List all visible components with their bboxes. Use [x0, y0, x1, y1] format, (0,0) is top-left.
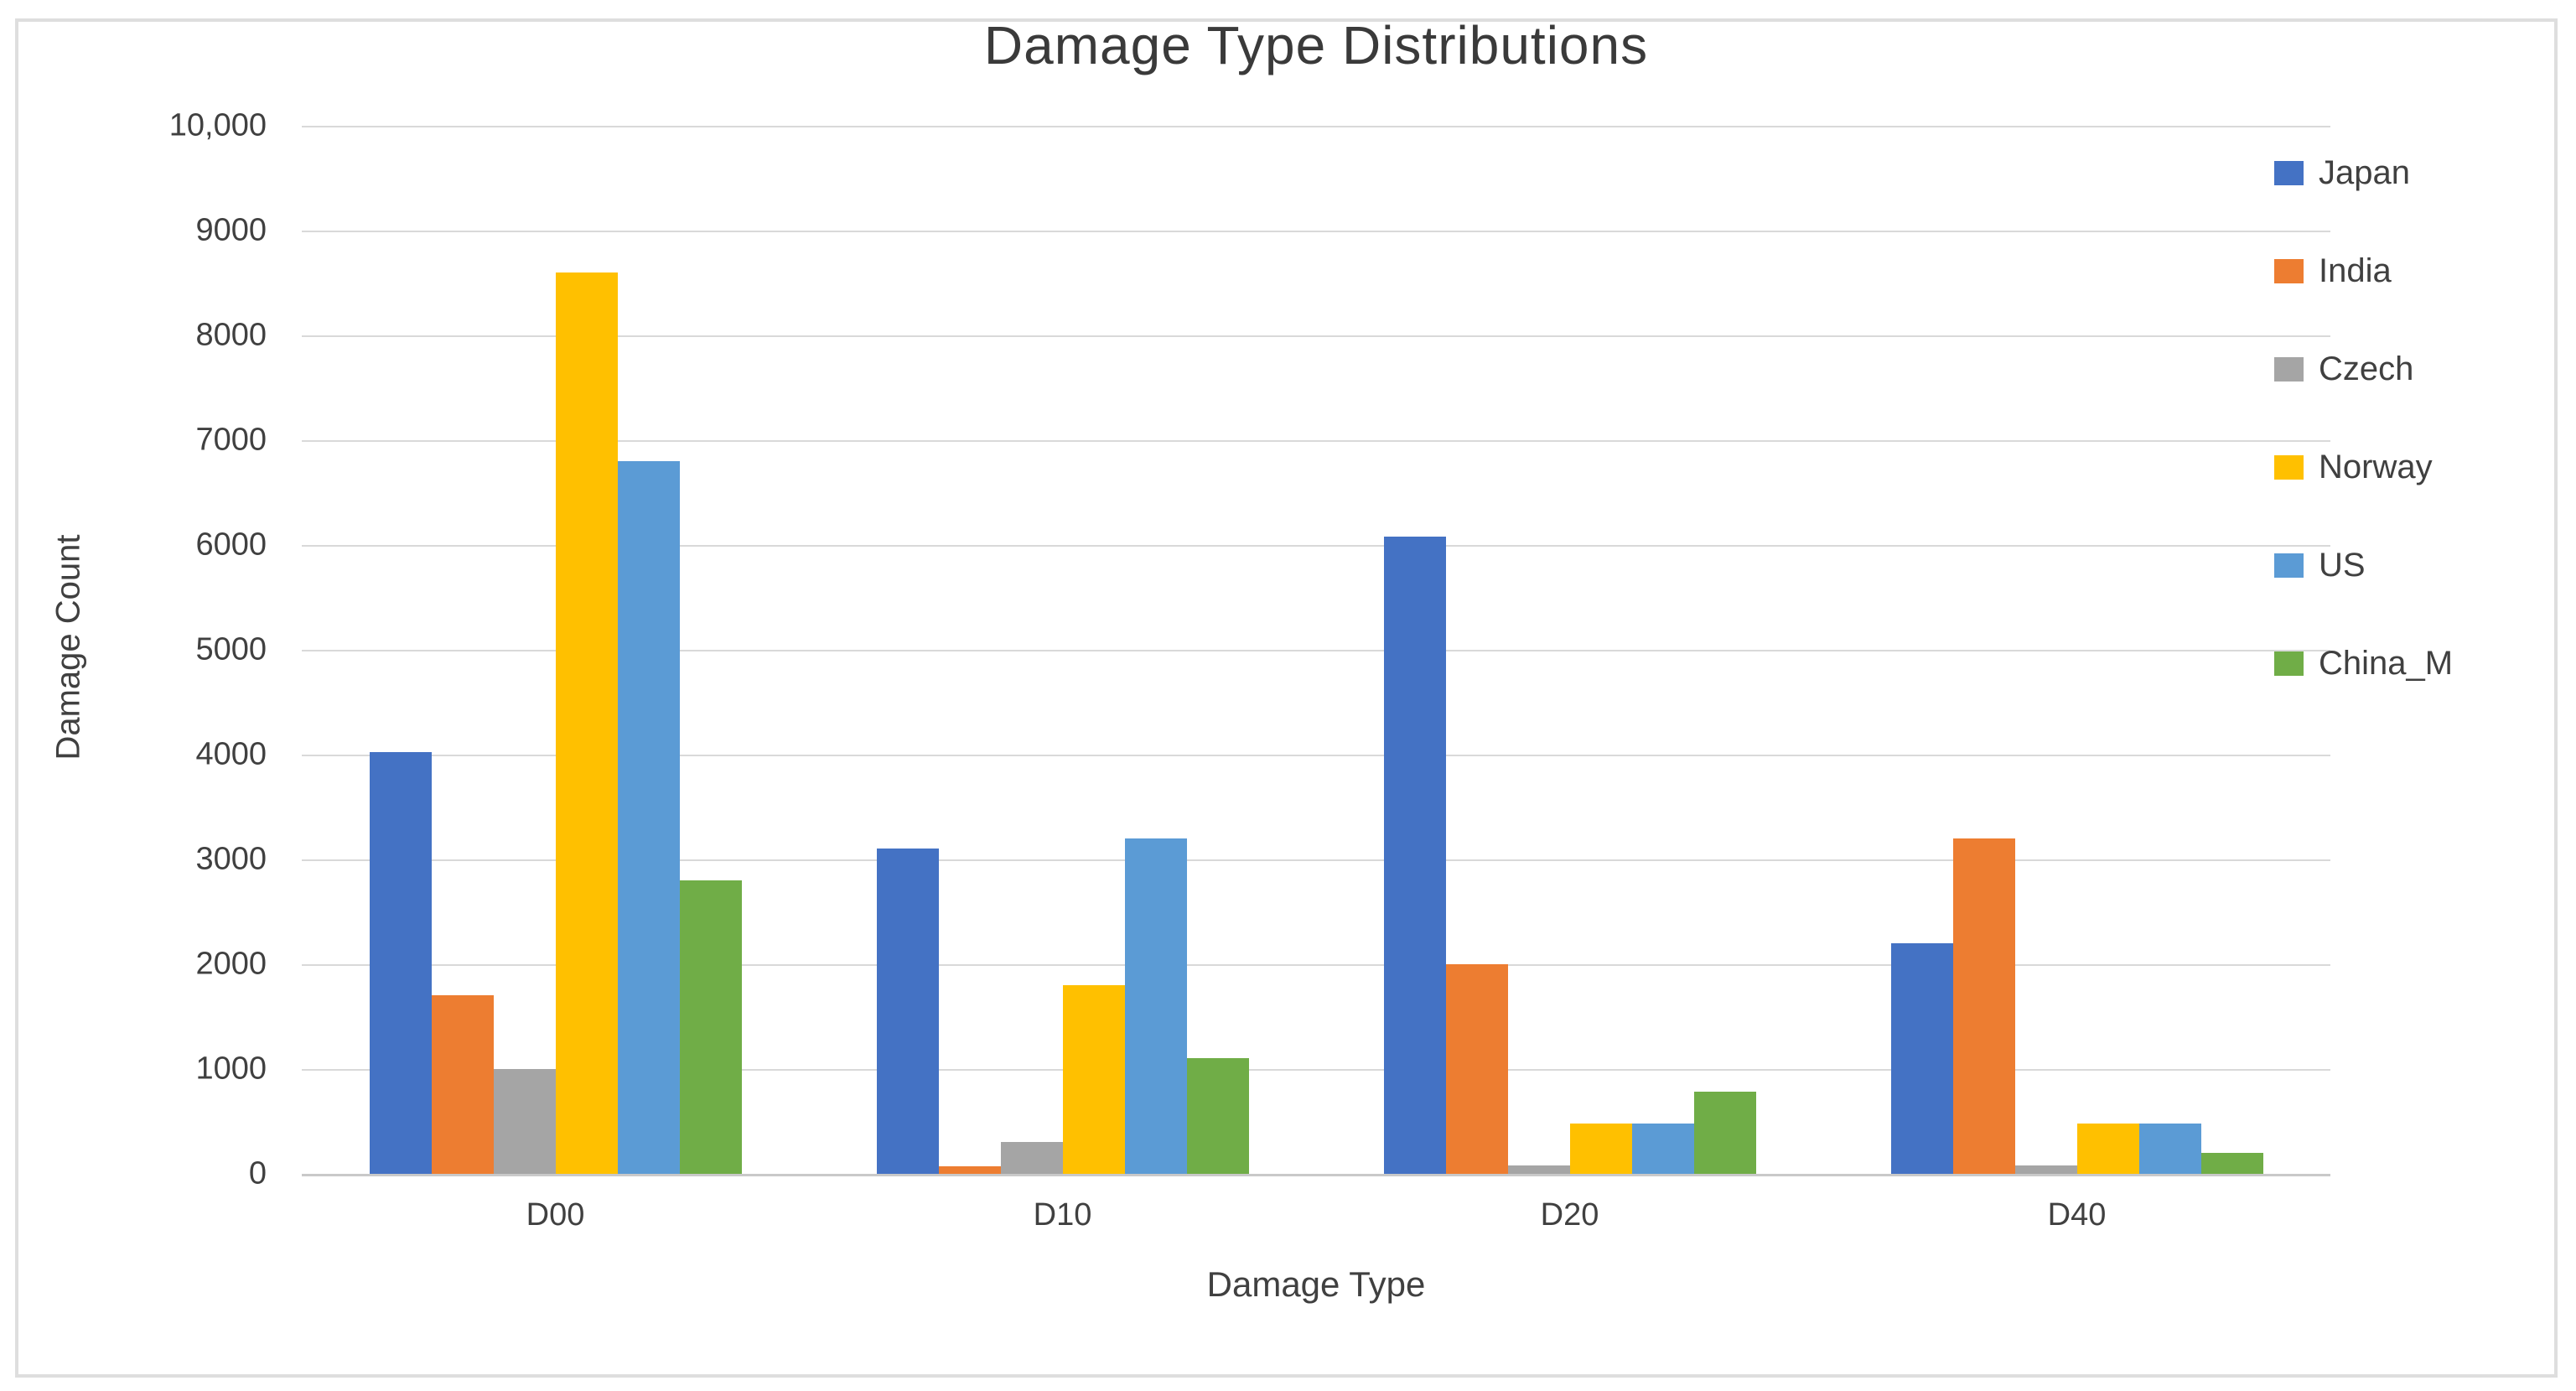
- bar-Czech-D40: [2014, 1165, 2077, 1174]
- y-tick-label: 4000: [195, 736, 267, 772]
- y-tick-label: 10,000: [168, 107, 267, 143]
- bar-Czech-D00: [493, 1069, 556, 1174]
- y-tick-label: 2000: [195, 946, 267, 982]
- legend-item-US: US: [2274, 516, 2453, 615]
- legend-swatch-icon: [2274, 651, 2304, 676]
- legend-label: India: [2319, 252, 2392, 289]
- y-tick-label: 6000: [195, 527, 267, 563]
- x-tick-label-D00: D00: [526, 1197, 585, 1233]
- horizontal-gridline: [302, 545, 2330, 547]
- bar-India-D20: [1445, 964, 1508, 1174]
- bar-Japan-D20: [1383, 537, 1446, 1174]
- y-tick-label: 5000: [195, 631, 267, 667]
- bar-Japan-D10: [876, 849, 939, 1174]
- horizontal-gridline: [302, 440, 2330, 442]
- bar-Norway-D00: [555, 272, 618, 1174]
- horizontal-gridline: [302, 964, 2330, 966]
- bar-China_M-D40: [2200, 1153, 2263, 1174]
- legend-swatch-icon: [2274, 357, 2304, 381]
- legend: Japan India Czech Norway US China_M: [2274, 124, 2453, 713]
- legend-swatch-icon: [2274, 259, 2304, 283]
- bar-group-D10: [809, 126, 1316, 1174]
- bar-group-D20: [1316, 126, 1823, 1174]
- x-axis-title: Damage Type: [1206, 1264, 1426, 1304]
- x-tick-label-D40: D40: [2047, 1197, 2107, 1233]
- legend-label: Czech: [2319, 350, 2414, 387]
- bar-US-D40: [2138, 1124, 2201, 1174]
- y-tick-label: 9000: [195, 212, 267, 248]
- x-tick-label-D10: D10: [1033, 1197, 1092, 1233]
- bar-Japan-D40: [1890, 943, 1953, 1174]
- bar-group-D40: [1823, 126, 2330, 1174]
- horizontal-gridline: [302, 755, 2330, 756]
- bar-US-D00: [617, 461, 680, 1174]
- bar-China_M-D20: [1693, 1092, 1756, 1174]
- bar-India-D00: [431, 995, 494, 1174]
- horizontal-gridline: [302, 126, 2330, 127]
- x-axis-category-labels: D00 D10 D20 D40: [302, 1197, 2330, 1233]
- bar-US-D20: [1631, 1124, 1694, 1174]
- horizontal-gridline: [302, 859, 2330, 861]
- legend-label: Japan: [2319, 154, 2410, 191]
- bar-India-D10: [938, 1166, 1001, 1174]
- bar-India-D40: [1952, 838, 2015, 1174]
- bar-China_M-D00: [679, 880, 742, 1174]
- y-tick-label: 3000: [195, 841, 267, 877]
- horizontal-gridline: [302, 1069, 2330, 1071]
- bar-Norway-D20: [1569, 1124, 1632, 1174]
- y-tick-label: 8000: [195, 317, 267, 353]
- bar-Norway-D40: [2076, 1124, 2139, 1174]
- x-tick-label-D20: D20: [1540, 1197, 1599, 1233]
- legend-item-Czech: Czech: [2274, 320, 2453, 418]
- bar-Czech-D10: [1000, 1142, 1063, 1174]
- plot-area: [302, 126, 2330, 1176]
- bar-Czech-D20: [1507, 1165, 1570, 1174]
- legend-item-Japan: Japan: [2274, 124, 2453, 222]
- horizontal-gridline: [302, 650, 2330, 651]
- bar-Japan-D00: [369, 752, 432, 1174]
- y-tick-label: 7000: [195, 422, 267, 458]
- legend-swatch-icon: [2274, 455, 2304, 480]
- legend-item-India: India: [2274, 222, 2453, 320]
- legend-item-China_M: China_M: [2274, 615, 2453, 713]
- bar-group-D00: [302, 126, 809, 1174]
- bar-China_M-D10: [1186, 1058, 1249, 1174]
- legend-label: Norway: [2319, 449, 2433, 485]
- bar-US-D10: [1124, 838, 1187, 1174]
- legend-label: US: [2319, 547, 2366, 584]
- x-axis-line: [302, 1174, 2330, 1176]
- chart-title: Damage Type Distributions: [983, 15, 1649, 75]
- horizontal-gridline: [302, 335, 2330, 337]
- legend-label: China_M: [2319, 645, 2454, 682]
- legend-swatch-icon: [2274, 553, 2304, 578]
- y-tick-label: 1000: [195, 1051, 267, 1087]
- legend-swatch-icon: [2274, 161, 2304, 185]
- legend-item-Norway: Norway: [2274, 418, 2453, 516]
- horizontal-gridline: [302, 231, 2330, 232]
- bar-Norway-D10: [1062, 985, 1125, 1174]
- y-tick-label: 0: [248, 1155, 267, 1191]
- y-axis-tick-labels: 0 1000 2000 3000 4000 5000 6000 7000 8000 9000 10,…: [0, 108, 267, 1191]
